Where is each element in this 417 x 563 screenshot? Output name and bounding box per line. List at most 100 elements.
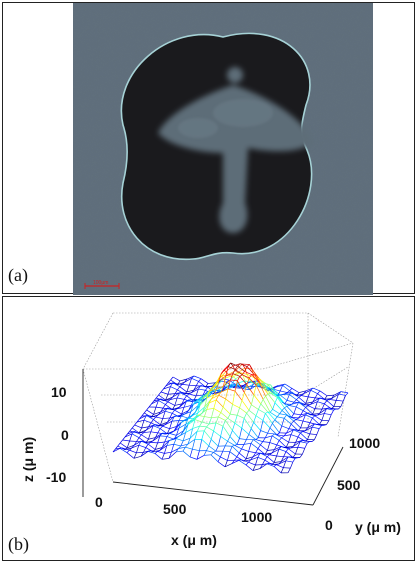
mesh-line (276, 455, 284, 458)
mesh-line (117, 442, 121, 447)
mesh-line (250, 457, 258, 461)
mesh-line (164, 422, 168, 426)
mesh-line (183, 401, 187, 408)
mesh-line (239, 407, 247, 414)
z-tick-label: -10 (46, 469, 66, 485)
mesh-line (190, 405, 199, 413)
mesh-line (267, 393, 276, 403)
mesh-line (271, 433, 275, 437)
mesh-line (176, 428, 180, 436)
mesh-line (190, 400, 194, 406)
mesh-line (165, 394, 169, 401)
mesh-line (189, 428, 193, 439)
mesh-line (208, 398, 212, 404)
mesh-line (232, 391, 236, 405)
mesh-line (211, 416, 219, 419)
mesh-line (206, 450, 214, 453)
mesh-line (262, 453, 266, 455)
mesh-line (178, 415, 182, 421)
mesh-line (139, 415, 143, 420)
mesh-line (248, 443, 252, 452)
mesh-line (237, 363, 241, 367)
mesh-line (262, 413, 266, 421)
mesh-line (242, 374, 250, 379)
mesh-line (187, 419, 196, 425)
mesh-line (237, 386, 241, 389)
mesh-line (191, 388, 199, 393)
mesh-line (290, 446, 298, 449)
mesh-line (217, 461, 226, 468)
mesh-line (162, 411, 166, 419)
mesh-line (147, 442, 151, 445)
mesh-line (305, 405, 309, 408)
mesh-line (225, 418, 229, 421)
mesh-line (238, 459, 242, 461)
mesh-line (136, 437, 140, 442)
mesh-line (265, 395, 273, 410)
mesh-line (169, 439, 172, 441)
mesh-line (177, 380, 181, 385)
mesh-line (183, 413, 187, 415)
mesh-line (335, 393, 339, 401)
mesh-line (124, 447, 128, 450)
mesh-line (305, 387, 314, 392)
mesh-line (215, 399, 224, 408)
mesh-line (233, 383, 236, 386)
mesh-line (311, 439, 315, 442)
mesh-line (152, 437, 156, 442)
mesh-line (232, 363, 241, 367)
mesh-line (230, 384, 234, 388)
mesh-line (269, 462, 272, 465)
mesh-line (164, 445, 168, 454)
mesh-line (319, 397, 323, 399)
mesh-line (298, 390, 307, 393)
mesh-line (129, 427, 133, 432)
mesh-line (279, 425, 283, 433)
mesh-line (190, 419, 193, 422)
mesh-line (181, 381, 185, 385)
mesh-line (253, 373, 257, 377)
mesh-line (241, 371, 245, 375)
mesh-line (129, 430, 137, 434)
mesh-line (333, 391, 342, 396)
mesh-line (265, 435, 273, 439)
mesh-line (253, 377, 257, 385)
mesh-line (295, 419, 304, 422)
mesh-line (207, 395, 211, 398)
mesh-line (146, 409, 154, 415)
mesh-line (193, 385, 197, 391)
mesh-line (253, 452, 261, 458)
mesh-line (178, 422, 182, 429)
mesh-line (270, 392, 278, 398)
mesh-line (190, 414, 194, 417)
mesh-line (239, 376, 248, 385)
mesh-line (131, 444, 139, 449)
mesh-line (271, 462, 275, 465)
mesh-line (158, 410, 166, 416)
mesh-line (309, 417, 313, 423)
mesh-line (263, 382, 271, 386)
mesh-line (251, 382, 255, 385)
mesh-line (302, 407, 306, 411)
mesh-line (153, 411, 161, 415)
mesh-line (310, 389, 318, 394)
mesh-line (295, 436, 299, 443)
mesh-line (181, 399, 185, 405)
mesh-line (126, 440, 130, 448)
mesh-line (213, 399, 217, 409)
mesh-line (299, 453, 303, 458)
mesh-line (242, 386, 246, 389)
mesh-line (153, 416, 157, 420)
mesh-line (192, 418, 196, 421)
mesh-line (201, 439, 210, 447)
mesh-line (222, 445, 226, 452)
mesh-line (246, 410, 250, 414)
mesh-line (181, 414, 185, 417)
mesh-line (312, 413, 320, 415)
mesh-line (176, 438, 184, 442)
mesh-line (145, 440, 154, 444)
mesh-line (291, 388, 300, 393)
mesh-line (170, 376, 174, 381)
mesh-line (303, 389, 311, 394)
mesh-line (229, 404, 233, 415)
